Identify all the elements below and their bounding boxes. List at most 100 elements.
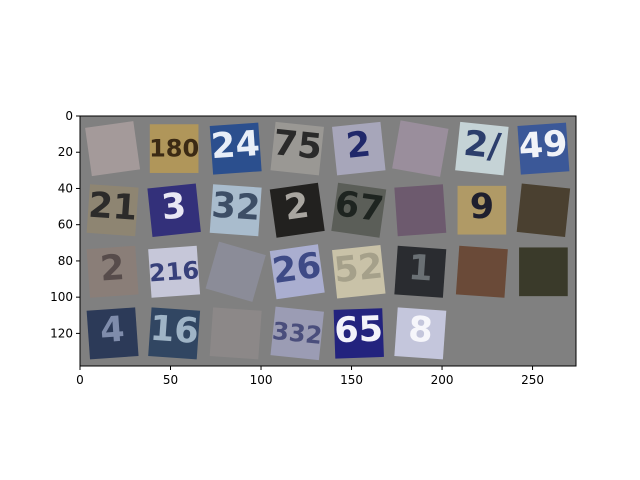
digit-patch: 2/ xyxy=(455,121,509,176)
digit-patch: 52 xyxy=(332,245,386,299)
patch-image xyxy=(209,184,262,237)
patch-image xyxy=(86,307,139,360)
digit-patch xyxy=(519,247,568,297)
patch-digits: 8 xyxy=(407,310,434,352)
patch-image xyxy=(455,121,509,176)
digit-patch: 8 xyxy=(394,307,447,360)
y-tick-label: 60 xyxy=(58,218,73,232)
patch-digits: 52 xyxy=(332,246,385,291)
y-tick-label: 120 xyxy=(50,326,73,340)
patch-image xyxy=(331,182,387,238)
patch-image xyxy=(392,120,449,177)
patch-digits: 3 xyxy=(160,186,188,228)
patch-digits: 9 xyxy=(470,187,494,227)
patch-digits: 1 xyxy=(407,248,434,290)
patch-digits: 216 xyxy=(148,256,200,287)
digit-patch: 16 xyxy=(148,307,201,360)
patch-image xyxy=(209,122,262,175)
x-tick-label: 100 xyxy=(250,373,273,387)
patch-image xyxy=(394,245,447,298)
digit-patch: 4 xyxy=(86,307,139,360)
patch-image xyxy=(269,244,325,300)
patch-image xyxy=(519,247,568,297)
patch-image xyxy=(270,121,324,176)
x-axis: 0 50 100 150 200 250 xyxy=(76,366,544,387)
y-tick-label: 40 xyxy=(58,181,73,195)
digit-patch: 216 xyxy=(148,245,201,298)
patch-digits: 4 xyxy=(99,310,126,352)
digit-patch: 2 xyxy=(86,245,139,298)
y-tick-label: 0 xyxy=(65,109,73,123)
patch-digits: 26 xyxy=(270,246,324,292)
patch-image xyxy=(205,241,266,302)
digit-patch: 49 xyxy=(517,122,570,175)
digit-patch: 67 xyxy=(331,182,387,238)
patch-digits: 49 xyxy=(518,124,569,167)
patch-image xyxy=(394,184,447,237)
digit-patch xyxy=(455,245,508,298)
patch-digits: 2/ xyxy=(462,124,503,168)
patch-image xyxy=(516,183,571,237)
digit-patch: 2 xyxy=(332,121,386,176)
patch-digits: 2 xyxy=(282,186,312,229)
patch-image xyxy=(86,184,139,237)
x-tick-label: 150 xyxy=(340,373,363,387)
patch-image xyxy=(394,307,447,360)
y-tick-label: 20 xyxy=(58,145,73,159)
digit-patch: 65 xyxy=(333,308,384,359)
digit-patch: 1 xyxy=(394,245,447,298)
digit-patch: 21 xyxy=(86,184,139,237)
patch-image xyxy=(85,121,141,177)
digit-patch xyxy=(209,307,262,360)
patch-digits: 2 xyxy=(99,248,126,290)
x-tick-label: 50 xyxy=(163,373,178,387)
digit-patch xyxy=(205,241,266,302)
digit-patch: 3 xyxy=(147,183,201,237)
patch-digits: 180 xyxy=(149,135,199,163)
patch-digits: 32 xyxy=(210,186,261,229)
patch-image xyxy=(209,307,262,360)
digit-patch xyxy=(392,120,449,177)
y-tick-label: 100 xyxy=(50,290,73,304)
patch-image xyxy=(332,245,386,299)
digit-patch: 332 xyxy=(270,306,324,361)
patch-image xyxy=(455,245,508,298)
patch-digits: 24 xyxy=(210,124,261,167)
patch-image xyxy=(86,245,139,298)
patch-image xyxy=(332,121,386,176)
digit-patch: 9 xyxy=(457,185,507,235)
digit-patch xyxy=(85,121,141,177)
patch-digits: 75 xyxy=(271,123,324,168)
y-tick-label: 80 xyxy=(58,254,73,268)
y-axis: 0 20 40 60 80 100 120 xyxy=(50,109,80,340)
patch-image xyxy=(147,183,201,237)
digit-patch xyxy=(394,184,447,237)
patch-image xyxy=(149,124,199,173)
patch-image xyxy=(270,306,324,361)
digit-patch: 2 xyxy=(269,182,325,238)
patch-digits: 21 xyxy=(87,186,138,229)
x-tick-label: 200 xyxy=(431,373,454,387)
patch-image xyxy=(333,308,384,359)
digit-patch: 180 xyxy=(149,124,199,173)
x-tick-label: 250 xyxy=(521,373,544,387)
digit-patch: 32 xyxy=(209,184,262,237)
patch-digits: 65 xyxy=(334,310,384,352)
patch-digits: 2 xyxy=(344,124,372,166)
x-tick-label: 0 xyxy=(76,373,84,387)
digit-patch: 75 xyxy=(270,121,324,176)
patch-image xyxy=(457,185,507,235)
patch-image xyxy=(148,307,201,360)
patch-image xyxy=(148,245,201,298)
patch-digits: 67 xyxy=(332,184,386,230)
axes-frame xyxy=(79,115,577,367)
patch-image xyxy=(269,182,325,238)
digit-patch xyxy=(516,183,571,237)
patch-digits: 332 xyxy=(271,317,324,350)
patch-digits: 16 xyxy=(149,309,200,352)
digit-patch: 24 xyxy=(209,122,262,175)
patch-image xyxy=(517,122,570,175)
digit-patch: 26 xyxy=(269,244,325,300)
